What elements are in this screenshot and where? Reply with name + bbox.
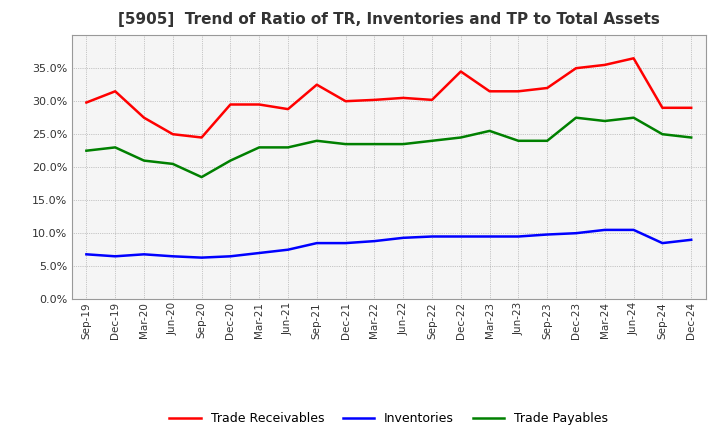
Trade Receivables	[284, 106, 292, 112]
Trade Receivables	[341, 99, 350, 104]
Inventories	[111, 253, 120, 259]
Trade Payables	[514, 138, 523, 143]
Trade Receivables	[370, 97, 379, 103]
Line: Inventories: Inventories	[86, 230, 691, 258]
Inventories	[600, 227, 609, 232]
Trade Receivables	[312, 82, 321, 87]
Inventories	[399, 235, 408, 240]
Trade Receivables	[399, 95, 408, 100]
Trade Payables	[140, 158, 148, 163]
Trade Payables	[572, 115, 580, 120]
Line: Trade Receivables: Trade Receivables	[86, 58, 691, 137]
Legend: Trade Receivables, Inventories, Trade Payables: Trade Receivables, Inventories, Trade Pa…	[164, 407, 613, 430]
Inventories	[197, 255, 206, 260]
Inventories	[543, 232, 552, 237]
Trade Receivables	[428, 97, 436, 103]
Trade Payables	[312, 138, 321, 143]
Trade Payables	[341, 141, 350, 147]
Trade Receivables	[140, 115, 148, 120]
Inventories	[284, 247, 292, 253]
Trade Payables	[629, 115, 638, 120]
Inventories	[370, 238, 379, 244]
Title: [5905]  Trend of Ratio of TR, Inventories and TP to Total Assets: [5905] Trend of Ratio of TR, Inventories…	[118, 12, 660, 27]
Trade Receivables	[687, 105, 696, 110]
Inventories	[168, 253, 177, 259]
Inventories	[658, 240, 667, 246]
Trade Payables	[428, 138, 436, 143]
Trade Payables	[687, 135, 696, 140]
Inventories	[514, 234, 523, 239]
Trade Receivables	[572, 66, 580, 71]
Trade Receivables	[197, 135, 206, 140]
Trade Payables	[370, 141, 379, 147]
Trade Receivables	[255, 102, 264, 107]
Inventories	[485, 234, 494, 239]
Trade Payables	[255, 145, 264, 150]
Inventories	[82, 252, 91, 257]
Trade Payables	[82, 148, 91, 153]
Trade Payables	[658, 132, 667, 137]
Trade Payables	[197, 174, 206, 180]
Inventories	[687, 237, 696, 242]
Trade Receivables	[600, 62, 609, 67]
Trade Receivables	[82, 100, 91, 105]
Trade Payables	[600, 118, 609, 124]
Line: Trade Payables: Trade Payables	[86, 117, 691, 177]
Inventories	[428, 234, 436, 239]
Trade Payables	[226, 158, 235, 163]
Trade Receivables	[456, 69, 465, 74]
Trade Receivables	[658, 105, 667, 110]
Trade Receivables	[111, 88, 120, 94]
Trade Payables	[399, 141, 408, 147]
Trade Payables	[543, 138, 552, 143]
Inventories	[629, 227, 638, 232]
Trade Receivables	[485, 88, 494, 94]
Trade Payables	[456, 135, 465, 140]
Inventories	[140, 252, 148, 257]
Trade Receivables	[629, 55, 638, 61]
Inventories	[226, 253, 235, 259]
Inventories	[572, 231, 580, 236]
Inventories	[255, 250, 264, 256]
Trade Payables	[284, 145, 292, 150]
Inventories	[456, 234, 465, 239]
Trade Receivables	[226, 102, 235, 107]
Trade Payables	[111, 145, 120, 150]
Trade Receivables	[514, 88, 523, 94]
Trade Payables	[168, 161, 177, 166]
Trade Receivables	[543, 85, 552, 91]
Inventories	[312, 240, 321, 246]
Trade Payables	[485, 128, 494, 134]
Trade Receivables	[168, 132, 177, 137]
Inventories	[341, 240, 350, 246]
